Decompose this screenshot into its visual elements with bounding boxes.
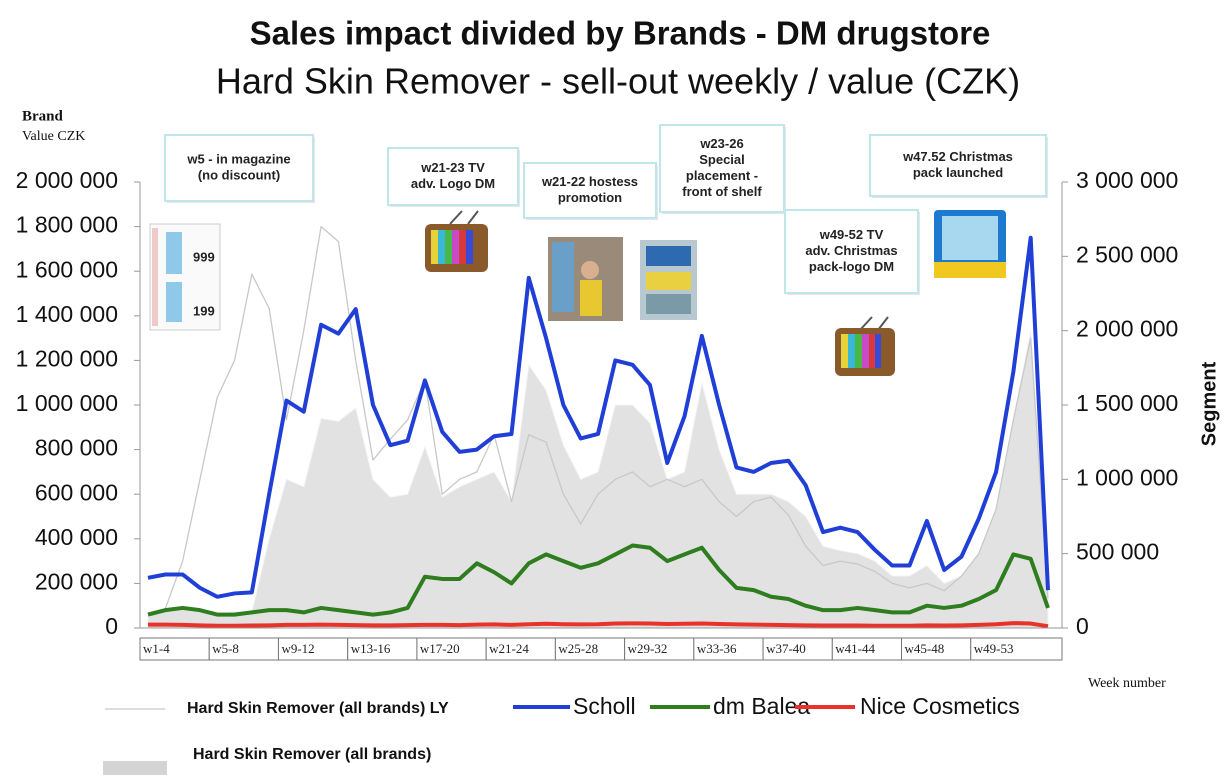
x-tick-label: w37-40: [766, 641, 806, 656]
line: [147, 543, 1050, 617]
legend-label: Scholl: [573, 693, 636, 719]
x-tick-label: w49-53: [974, 641, 1014, 656]
y-tick-label: 1 000 000: [16, 390, 118, 416]
y-axis-unit: Value CZK: [22, 129, 85, 144]
annotation-text: adv. Logo DM: [411, 176, 495, 191]
annotation-box: [784, 209, 919, 294]
x-group-box: [970, 637, 1063, 661]
y2-tick-label: 1 500 000: [1076, 390, 1178, 416]
annotation-text: w23-26: [699, 136, 743, 151]
annotation-text: pack-logo DM: [809, 259, 894, 274]
x-tick-label: w41-44: [835, 641, 875, 656]
line: [147, 235, 1050, 599]
annotation-text: placement -: [686, 168, 758, 183]
x-axis-title: Week number: [1088, 676, 1166, 691]
tv-icon: [835, 316, 895, 376]
y-tick-label: 1 200 000: [16, 345, 118, 371]
y2-tick-label: 3 000 000: [1076, 167, 1178, 193]
annotation-box: [387, 147, 519, 206]
chart-title: Sales impact divided by Brands - DM drug…: [250, 15, 991, 52]
y-tick-label: 1 400 000: [16, 301, 118, 327]
annotation-text: w21-23 TV: [420, 160, 485, 175]
y-tick-label: 400 000: [35, 524, 118, 550]
legend-label: Hard Skin Remover (all brands) LY: [187, 700, 449, 717]
area: [147, 330, 1049, 629]
annotation-text: (no discount): [198, 167, 280, 182]
y-tick-label: 2 000 000: [16, 167, 118, 193]
y2-tick-label: 2 500 000: [1076, 241, 1178, 267]
legend-label: dm Balea: [713, 693, 810, 719]
y-tick-label: 800 000: [35, 435, 118, 461]
tv-icon: [425, 210, 488, 272]
y-axis-title: Brand: [22, 108, 64, 124]
annotation-box: [164, 134, 314, 202]
annotation-text: w47.52 Christmas: [902, 149, 1013, 164]
line: [148, 621, 1049, 629]
magazine-image: 999 199: [149, 223, 221, 331]
svg-text:999: 999: [193, 249, 215, 264]
annotation-text: adv. Christmas: [805, 243, 897, 258]
x-tick-label: w13-16: [351, 641, 391, 656]
x-tick-label: w33-36: [697, 641, 737, 656]
legend-label: Nice Cosmetics: [860, 693, 1020, 719]
chart-subtitle: Hard Skin Remover - sell-out weekly / va…: [216, 61, 1020, 102]
x-tick-label: w9-12: [281, 641, 314, 656]
y-tick-label: 1 800 000: [16, 212, 118, 238]
shelf-photo: [640, 240, 697, 320]
y2-tick-label: 1 000 000: [1076, 464, 1178, 490]
y-tick-label: 0: [105, 613, 118, 639]
y2-tick-label: 0: [1076, 613, 1089, 639]
hostess-photo: [548, 237, 623, 321]
svg-text:199: 199: [193, 303, 215, 318]
line: [147, 225, 1049, 614]
x-tick-label: w45-48: [905, 641, 945, 656]
annotation-box: [869, 134, 1047, 197]
annotation-box: [659, 124, 785, 213]
y2-tick-label: 2 000 000: [1076, 316, 1178, 342]
y2-axis-title: Segment: [1198, 361, 1220, 446]
annotation-text: pack launched: [913, 165, 1003, 180]
x-tick-label: w25-28: [558, 641, 598, 656]
x-tick-label: w17-20: [420, 641, 460, 656]
annotation-text: Special: [699, 152, 745, 167]
product-box: [934, 210, 1006, 278]
annotation-text: w49-52 TV: [819, 227, 884, 242]
legend-swatch: [103, 761, 167, 775]
x-tick-label: w5-8: [212, 641, 239, 656]
annotation-text: promotion: [558, 190, 622, 205]
annotation-text: front of shelf: [682, 184, 762, 199]
y-tick-label: 600 000: [35, 479, 118, 505]
annotation-text: w21-22 hostess: [541, 174, 638, 189]
y-tick-label: 1 600 000: [16, 256, 118, 282]
annotation-text: w5 - in magazine: [186, 151, 290, 166]
x-tick-label: w29-32: [628, 641, 668, 656]
y2-tick-label: 500 000: [1076, 539, 1159, 565]
x-tick-label: w1-4: [143, 641, 170, 656]
y-tick-label: 200 000: [35, 568, 118, 594]
legend-label: Hard Skin Remover (all brands): [193, 746, 431, 763]
annotation-box: [523, 162, 657, 219]
x-tick-label: w21-24: [489, 641, 529, 656]
